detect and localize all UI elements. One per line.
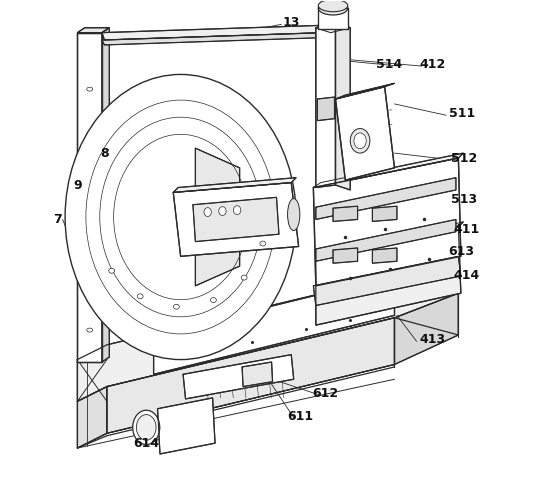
Polygon shape [77,276,458,401]
Ellipse shape [133,410,160,445]
Text: 612: 612 [312,387,339,400]
Text: 514: 514 [375,58,402,71]
Ellipse shape [87,274,93,278]
Polygon shape [102,25,326,40]
Polygon shape [317,97,335,121]
Ellipse shape [87,328,93,332]
Polygon shape [394,293,458,364]
Polygon shape [173,182,299,256]
Ellipse shape [288,199,300,231]
Text: 512: 512 [451,151,477,165]
Ellipse shape [109,268,114,273]
Polygon shape [193,197,279,242]
Text: 9: 9 [73,178,82,192]
Text: 413: 413 [419,333,445,347]
Polygon shape [316,177,456,219]
Polygon shape [183,354,294,399]
Ellipse shape [319,1,348,15]
Ellipse shape [111,132,250,303]
Polygon shape [77,387,107,448]
Polygon shape [102,28,109,362]
Polygon shape [316,23,336,187]
Polygon shape [107,318,394,433]
Polygon shape [336,87,394,180]
Polygon shape [316,227,461,325]
Ellipse shape [174,304,179,309]
Ellipse shape [79,92,282,343]
Text: 7: 7 [53,213,62,226]
Polygon shape [336,83,394,99]
Polygon shape [372,206,397,221]
Polygon shape [77,28,109,33]
Ellipse shape [241,275,247,280]
Polygon shape [158,398,215,454]
Ellipse shape [137,415,156,440]
Ellipse shape [146,174,215,260]
Text: 511: 511 [448,107,475,120]
Polygon shape [319,8,348,29]
Polygon shape [316,219,456,261]
Polygon shape [316,23,350,33]
Ellipse shape [87,185,93,189]
Polygon shape [173,177,296,192]
Polygon shape [102,33,326,45]
Polygon shape [336,23,350,190]
Polygon shape [314,153,463,187]
Ellipse shape [137,294,143,299]
Polygon shape [242,362,273,387]
Ellipse shape [260,241,266,246]
Polygon shape [316,222,463,259]
Text: 613: 613 [448,245,474,258]
Ellipse shape [94,110,267,324]
Text: 611: 611 [287,410,313,423]
Polygon shape [314,158,461,286]
Polygon shape [195,148,239,286]
Text: 614: 614 [133,437,159,450]
Ellipse shape [350,129,370,153]
Text: 8: 8 [100,146,109,160]
Ellipse shape [319,0,348,12]
Ellipse shape [233,206,241,214]
Text: 411: 411 [453,223,480,236]
Polygon shape [314,256,461,306]
Ellipse shape [219,207,226,215]
Polygon shape [333,248,358,263]
Ellipse shape [204,208,211,216]
Text: 412: 412 [419,58,445,71]
Text: 13: 13 [283,16,300,29]
Text: 513: 513 [451,193,477,206]
Ellipse shape [354,133,366,149]
Polygon shape [372,248,397,263]
Ellipse shape [129,153,233,281]
Text: 414: 414 [453,270,480,282]
Polygon shape [333,206,358,221]
Ellipse shape [211,298,216,303]
Polygon shape [154,276,394,374]
Ellipse shape [65,74,296,359]
Polygon shape [77,33,102,362]
Ellipse shape [87,87,93,91]
